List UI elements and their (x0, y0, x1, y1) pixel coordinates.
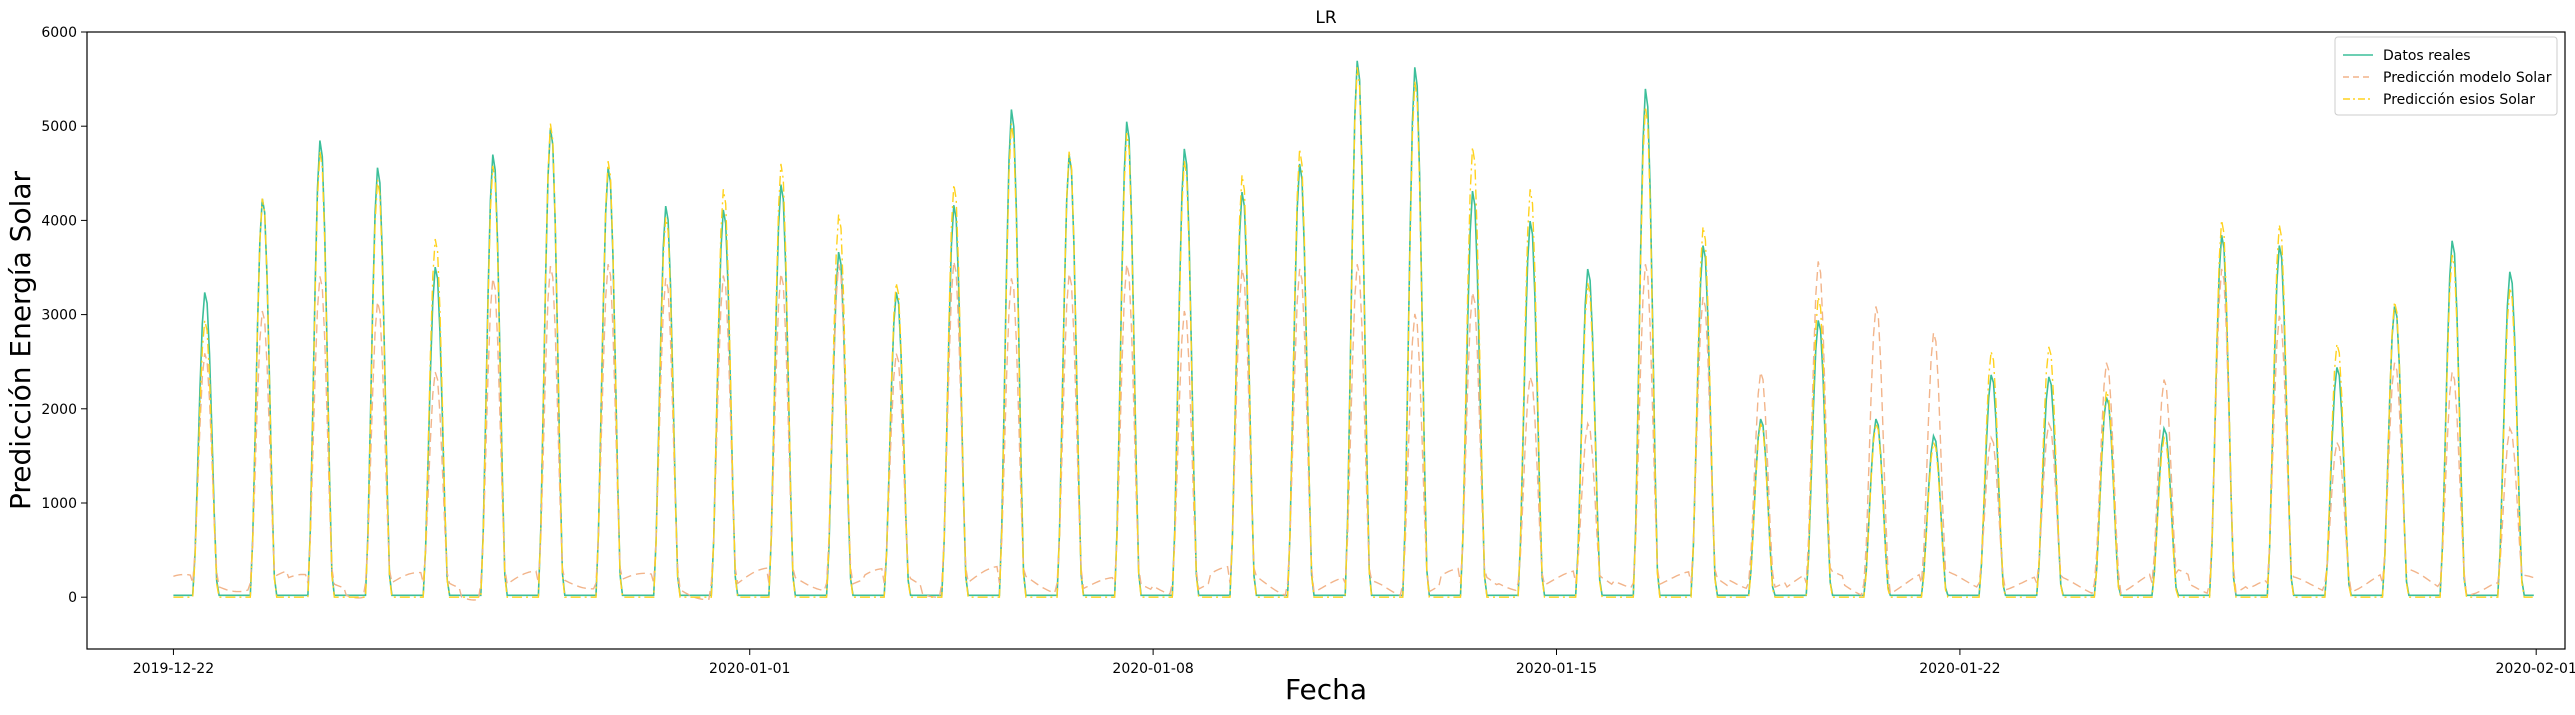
y-tick-label: 0 (68, 590, 77, 606)
y-tick-label: 4000 (41, 213, 77, 229)
series-line-3 (173, 67, 2534, 598)
y-tick-label: 6000 (41, 25, 77, 41)
x-axis-label: Fecha (1285, 673, 1367, 706)
legend-label: Predicción esios Solar (2383, 92, 2535, 108)
x-tick-label: 2019-12-22 (133, 661, 214, 677)
plot-frame (86, 31, 2566, 650)
y-tick-label: 3000 (41, 308, 77, 324)
y-axis-label: Predicción Energía Solar (4, 170, 37, 510)
legend-label: Datos reales (2383, 48, 2471, 64)
x-tick-label: 2020-01-08 (1112, 661, 1193, 677)
x-tick-label: 2020-01-15 (1516, 661, 1597, 677)
legend: Datos reales Predicción modelo Solar Predi… (2334, 36, 2558, 116)
legend-label: Predicción modelo Solar (2383, 70, 2552, 86)
y-tick-label: 2000 (41, 402, 77, 418)
chart-title: LR (1315, 8, 1336, 28)
x-tick-label: 2020-01-01 (709, 661, 790, 677)
legend-box (2334, 36, 2558, 116)
x-tick-label: 2020-02-01 (2495, 661, 2575, 677)
axis-ticks: 0 1000 2000 3000 4000 5000 6000 2019-12-22 2020-… (41, 25, 2575, 677)
x-tick-label: 2020-01-22 (1919, 661, 2000, 677)
y-tick-label: 5000 (41, 119, 77, 135)
series-line-2 (173, 261, 2535, 601)
series-lines (173, 60, 2535, 601)
y-tick-label: 1000 (41, 496, 77, 512)
